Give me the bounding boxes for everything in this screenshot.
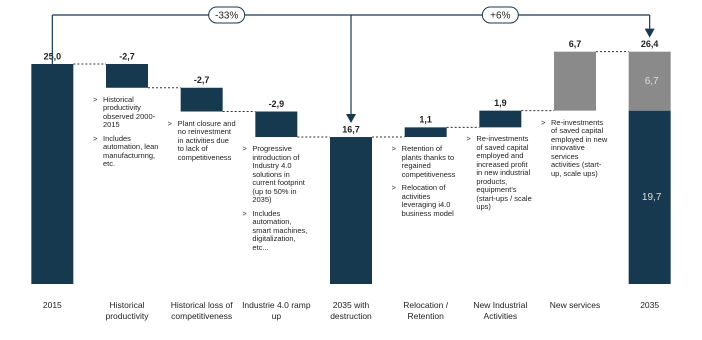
note-item: Progressive introduction of Industry 4.0…: [242, 144, 310, 205]
x-tick-label: New Industrial Activities: [473, 300, 528, 321]
note-item: Relocation of activities leveraging i4.0…: [392, 183, 460, 218]
value-label: -2,7: [119, 51, 135, 61]
annotation-box: [208, 6, 246, 24]
arrow-head: [346, 114, 356, 124]
note-list: Re-investments of saved capital employed…: [466, 135, 534, 217]
annotation-box: [481, 6, 519, 24]
bar-segment: [628, 110, 671, 284]
segment-label: 19,7: [642, 192, 662, 203]
note-list: Historical productivity observed 2000-20…: [93, 95, 161, 174]
value-label: 6,7: [569, 39, 582, 49]
x-tick-label: 2035: [640, 300, 660, 310]
note-list: Plant closure and no reinvestment in act…: [168, 119, 236, 168]
x-tick-label: 2015: [42, 300, 62, 310]
x-tick-label: 2035 with destruction: [330, 300, 372, 321]
value-label: 1,9: [494, 98, 507, 108]
annotation: -33%: [215, 11, 238, 22]
bar: [479, 110, 522, 128]
bar-segment: [628, 51, 671, 111]
note-list: Retention of plants thanks to regained c…: [392, 144, 460, 223]
bar: [106, 64, 148, 88]
bar: [554, 51, 596, 111]
note-item: Re-investments of saved capital employed…: [466, 135, 534, 212]
x-tick-label: Historical loss of competitiveness: [170, 300, 233, 321]
bar: [255, 111, 298, 138]
x-tick-label: Historical productivity: [105, 300, 149, 321]
note-list: Progressive introduction of Industry 4.0…: [242, 144, 310, 257]
note-item: Includes automation, smart machines, dig…: [242, 209, 310, 253]
x-tick-label: Relocation / Retention: [403, 300, 449, 321]
value-label: 16,7: [342, 124, 360, 134]
value-label: -2,9: [269, 99, 285, 109]
value-label: 1,1: [419, 115, 432, 125]
note-item: Re-investments of saved capital employed…: [541, 118, 609, 179]
note-item: Historical productivity observed 2000-20…: [93, 95, 161, 130]
bar: [404, 127, 447, 138]
bar: [31, 64, 74, 284]
note-item: Retention of plants thanks to regained c…: [392, 144, 460, 179]
arrow-head: [644, 28, 655, 38]
note-item: Plant closure and no reinvestment in act…: [168, 119, 236, 163]
x-tick-label: New services: [549, 300, 601, 310]
x-tick-label: Industrie 4.0 ramp up: [242, 300, 311, 321]
value-label: -2,7: [194, 75, 210, 85]
annotation: +6%: [490, 11, 510, 22]
bar: [180, 87, 223, 112]
value-label: 26,4: [641, 39, 659, 49]
note-list: Re-investments of saved capital employed…: [541, 118, 609, 184]
bar: [330, 137, 372, 284]
note-item: Includes automation, lean manufacturnng,…: [93, 134, 161, 169]
segment-label: 6,7: [645, 76, 659, 87]
